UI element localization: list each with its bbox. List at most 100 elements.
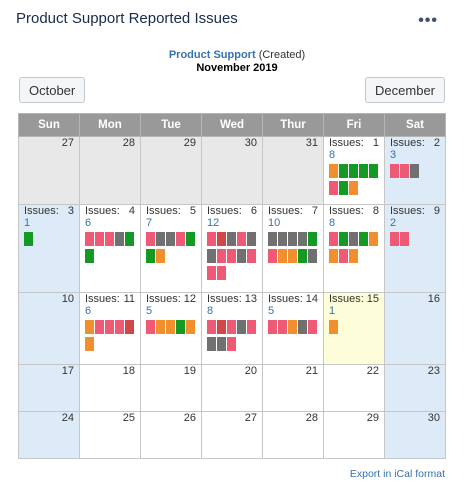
issue-marker[interactable]	[247, 320, 256, 334]
issue-count-link[interactable]: 3	[390, 149, 397, 161]
issue-count-link[interactable]: 6	[85, 217, 92, 229]
calendar-day-cell[interactable]: 26	[140, 411, 202, 459]
issue-marker[interactable]	[207, 232, 216, 246]
issue-marker[interactable]	[247, 249, 256, 263]
issue-count-link[interactable]: 5	[268, 305, 275, 317]
calendar-day-cell[interactable]: 3 Issues: 1	[18, 204, 80, 293]
calendar-day-cell[interactable]: 16	[384, 292, 446, 365]
calendar-day-cell[interactable]: 2 Issues: 3	[384, 136, 446, 205]
issue-marker[interactable]	[166, 320, 175, 334]
calendar-day-cell[interactable]: 28	[79, 136, 141, 205]
issue-marker[interactable]	[207, 249, 216, 263]
issue-marker[interactable]	[85, 337, 94, 351]
issue-marker[interactable]	[125, 232, 134, 246]
issue-marker[interactable]	[95, 232, 104, 246]
calendar-day-cell[interactable]: 19	[140, 364, 202, 412]
issue-count-link[interactable]: 8	[207, 305, 214, 317]
issue-marker[interactable]	[115, 232, 124, 246]
issue-count-link[interactable]: 8	[329, 217, 336, 229]
calendar-day-cell[interactable]: 20	[201, 364, 263, 412]
issue-marker[interactable]	[308, 232, 317, 246]
issue-marker[interactable]	[237, 320, 246, 334]
issue-marker[interactable]	[156, 249, 165, 263]
issue-marker[interactable]	[186, 320, 195, 334]
issue-marker[interactable]	[217, 337, 226, 351]
calendar-day-cell[interactable]: 22	[323, 364, 385, 412]
issue-marker[interactable]	[146, 249, 155, 263]
issue-marker[interactable]	[400, 164, 409, 178]
issue-marker[interactable]	[217, 232, 226, 246]
issue-marker[interactable]	[339, 232, 348, 246]
issue-marker[interactable]	[329, 181, 338, 195]
issue-marker[interactable]	[369, 164, 378, 178]
issue-count-link[interactable]: 6	[85, 305, 92, 317]
issue-marker[interactable]	[349, 249, 358, 263]
calendar-day-cell[interactable]: 12 Issues: 5	[140, 292, 202, 365]
calendar-day-cell[interactable]: 27	[201, 411, 263, 459]
issue-count-link[interactable]: 10	[268, 217, 281, 229]
issue-marker[interactable]	[339, 249, 348, 263]
issue-marker[interactable]	[268, 320, 277, 334]
project-link[interactable]: Product Support	[168, 49, 256, 61]
issue-marker[interactable]	[217, 266, 226, 280]
issue-marker[interactable]	[339, 164, 348, 178]
issue-marker[interactable]	[308, 320, 317, 334]
calendar-day-cell[interactable]: 7 Issues: 10	[262, 204, 324, 293]
issue-count-link[interactable]: 12	[207, 217, 220, 229]
issue-count-link[interactable]: 5	[146, 305, 153, 317]
calendar-day-cell[interactable]: 9 Issues: 2	[384, 204, 446, 293]
calendar-day-cell[interactable]: 23	[384, 364, 446, 412]
issue-marker[interactable]	[288, 232, 297, 246]
issue-marker[interactable]	[268, 232, 277, 246]
issue-marker[interactable]	[95, 320, 104, 334]
export-ical-link[interactable]: Export in iCal format	[349, 468, 445, 480]
issue-marker[interactable]	[176, 320, 185, 334]
calendar-day-cell[interactable]: 31	[262, 136, 324, 205]
issue-marker[interactable]	[298, 320, 307, 334]
issue-marker[interactable]	[227, 249, 236, 263]
issue-marker[interactable]	[227, 232, 236, 246]
issue-count-link[interactable]: 1	[329, 305, 336, 317]
issue-marker[interactable]	[237, 249, 246, 263]
calendar-day-cell[interactable]: 30	[201, 136, 263, 205]
calendar-day-cell[interactable]: 11 Issues: 6	[79, 292, 141, 365]
calendar-day-cell[interactable]: 27	[18, 136, 80, 205]
issue-marker[interactable]	[125, 320, 134, 334]
calendar-day-cell[interactable]: 29	[140, 136, 202, 205]
issue-marker[interactable]	[329, 249, 338, 263]
issue-marker[interactable]	[207, 266, 216, 280]
issue-marker[interactable]	[339, 181, 348, 195]
calendar-day-cell[interactable]: 4 Issues: 6	[79, 204, 141, 293]
issue-marker[interactable]	[349, 164, 358, 178]
issue-marker[interactable]	[85, 232, 94, 246]
issue-marker[interactable]	[247, 232, 256, 246]
issue-marker[interactable]	[359, 232, 368, 246]
issue-count-link[interactable]: 8	[329, 149, 336, 161]
issue-marker[interactable]	[207, 320, 216, 334]
calendar-day-cell[interactable]: 24	[18, 411, 80, 459]
issue-marker[interactable]	[146, 320, 155, 334]
calendar-day-cell[interactable]: 21	[262, 364, 324, 412]
calendar-day-cell[interactable]: 8 Issues: 8	[323, 204, 385, 293]
calendar-day-cell[interactable]: 28	[262, 411, 324, 459]
more-options-icon[interactable]: •••	[418, 12, 438, 29]
issue-marker[interactable]	[390, 164, 399, 178]
issue-marker[interactable]	[176, 232, 185, 246]
calendar-day-cell[interactable]: 10	[18, 292, 80, 365]
next-month-button[interactable]: December	[365, 77, 445, 103]
issue-marker[interactable]	[308, 249, 317, 263]
issue-marker[interactable]	[217, 249, 226, 263]
issue-marker[interactable]	[217, 320, 226, 334]
calendar-day-cell[interactable]: 6 Issues: 12	[201, 204, 263, 293]
issue-marker[interactable]	[115, 320, 124, 334]
issue-marker[interactable]	[369, 232, 378, 246]
calendar-day-cell[interactable]: 30	[384, 411, 446, 459]
issue-marker[interactable]	[186, 232, 195, 246]
calendar-day-cell[interactable]: 1 Issues: 8	[323, 136, 385, 205]
issue-marker[interactable]	[166, 232, 175, 246]
issue-marker[interactable]	[410, 164, 419, 178]
calendar-day-cell[interactable]: 13 Issues: 8	[201, 292, 263, 365]
issue-marker[interactable]	[227, 337, 236, 351]
issue-marker[interactable]	[278, 249, 287, 263]
issue-marker[interactable]	[268, 249, 277, 263]
